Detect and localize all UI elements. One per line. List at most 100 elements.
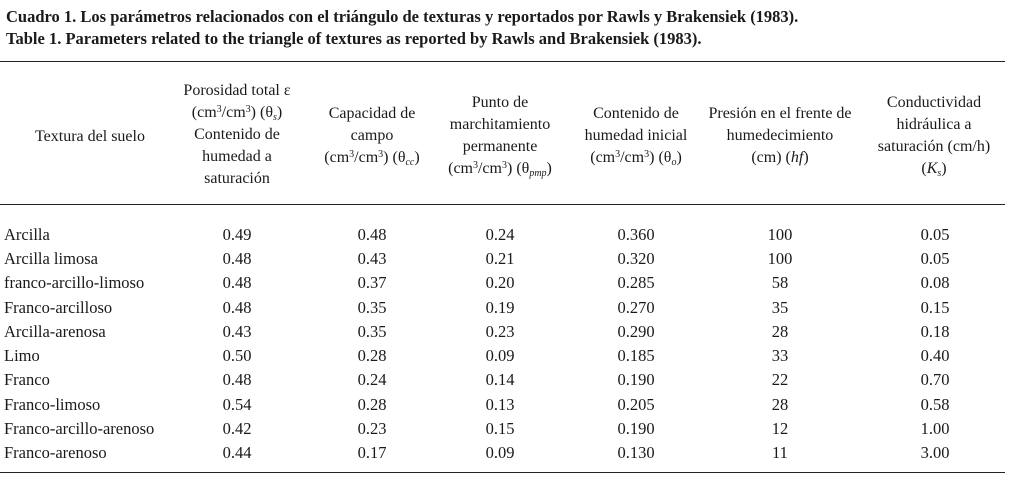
header-texture-label: Textura del suelo [35, 128, 145, 145]
cell-conductivity: 0.40 [920, 346, 950, 365]
header-conductivity-line: Conductividad [886, 94, 982, 111]
header-wilting-point: Punto de marchitamiento permanente (cm3/… [432, 92, 568, 180]
header-field-capacity-line: Capacidad de [328, 105, 416, 122]
cell-porosity: 0.48 [222, 273, 252, 292]
cell-wetting-front: 35 [771, 298, 789, 317]
cell-conductivity: 3.00 [920, 443, 950, 462]
header-wetting-front: Presión en el frente de humedecimiento (… [695, 103, 865, 169]
header-wilting-point-units: (cm3/cm3) (θpmp) [448, 160, 552, 179]
cell-initial-moisture: 0.360 [617, 225, 655, 244]
cell-wilting-point: 0.09 [485, 443, 515, 462]
cell-wetting-front: 100 [767, 225, 793, 244]
cell-wetting-front: 58 [771, 273, 789, 292]
table-row: Franco-limoso 0.54 0.28 0.13 0.205 28 0.… [0, 393, 1005, 417]
table-row: Limo 0.50 0.28 0.09 0.185 33 0.40 [0, 344, 1005, 368]
header-porosity-line: saturación [204, 170, 270, 187]
header-conductivity-line: saturación (cm/h) [877, 138, 991, 155]
cell-texture: Franco-arcillo-arenoso [4, 419, 155, 438]
table-row: Arcilla 0.49 0.48 0.24 0.360 100 0.05 [0, 223, 1005, 247]
header-wilting-point-line: Punto de [471, 94, 529, 111]
header-field-capacity-units: (cm3/cm3) (θcc) [324, 149, 420, 168]
cell-texture: franco-arcillo-limoso [4, 273, 145, 292]
cell-initial-moisture: 0.320 [617, 249, 655, 268]
cell-texture: Arcilla-arenosa [4, 322, 106, 341]
cell-initial-moisture: 0.190 [617, 370, 655, 389]
cell-conductivity: 1.00 [920, 419, 950, 438]
cell-initial-moisture: 0.185 [617, 346, 655, 365]
cell-field-capacity: 0.28 [357, 346, 387, 365]
cell-field-capacity: 0.48 [357, 225, 387, 244]
header-porosity-line: Porosidad total ε [183, 82, 291, 99]
cell-field-capacity: 0.23 [357, 419, 387, 438]
cell-wetting-front: 100 [767, 249, 793, 268]
cell-field-capacity: 0.43 [357, 249, 387, 268]
cell-wilting-point: 0.15 [485, 419, 515, 438]
cell-texture: Arcilla [4, 225, 50, 244]
cell-porosity: 0.49 [222, 225, 252, 244]
header-rule [0, 204, 1005, 205]
cell-conductivity: 0.08 [920, 273, 950, 292]
cell-wetting-front: 28 [771, 322, 789, 341]
cell-wilting-point: 0.14 [485, 370, 515, 389]
table-row: Franco 0.48 0.24 0.14 0.190 22 0.70 [0, 368, 1005, 392]
cell-initial-moisture: 0.205 [617, 395, 655, 414]
table-row: Franco-arenoso 0.44 0.17 0.09 0.130 11 3… [0, 441, 1005, 465]
header-field-capacity: Capacidad de campo (cm3/cm3) (θcc) [307, 103, 437, 169]
header-wetting-front-units: (cm) (hf) [751, 149, 809, 166]
cell-texture: Arcilla limosa [4, 249, 98, 268]
cell-wilting-point: 0.09 [485, 346, 515, 365]
cell-texture: Franco-arcilloso [4, 298, 113, 317]
table-row: Arcilla-arenosa 0.43 0.35 0.23 0.290 28 … [0, 320, 1005, 344]
cell-wilting-point: 0.19 [485, 298, 515, 317]
header-porosity-units: (cm3/cm3) (θs) [191, 104, 283, 123]
cell-wilting-point: 0.21 [485, 249, 515, 268]
header-initial-moisture: Contenido de humedad inicial (cm3/cm3) (… [571, 103, 701, 169]
header-wetting-front-line: Presión en el frente de [708, 105, 852, 122]
cell-initial-moisture: 0.130 [617, 443, 655, 462]
header-initial-moisture-line: humedad inicial [584, 127, 688, 144]
header-initial-moisture-line: Contenido de [593, 105, 679, 122]
cell-texture: Limo [4, 346, 40, 365]
header-wilting-point-line: marchitamiento [449, 116, 551, 133]
cell-field-capacity: 0.37 [357, 273, 387, 292]
cell-conductivity: 0.05 [920, 225, 950, 244]
cell-wetting-front: 12 [771, 419, 789, 438]
caption-english: Table 1. Parameters related to the trian… [6, 29, 702, 48]
table-caption: Cuadro 1. Los parámetros relacionados co… [6, 6, 798, 50]
cell-porosity: 0.54 [222, 395, 252, 414]
cell-texture: Franco-arenoso [4, 443, 107, 462]
cell-porosity: 0.48 [222, 370, 252, 389]
cell-conductivity: 0.05 [920, 249, 950, 268]
cell-conductivity: 0.18 [920, 322, 950, 341]
cell-texture: Franco [4, 370, 50, 389]
header-porosity: Porosidad total ε (cm3/cm3) (θs) Conteni… [172, 80, 302, 190]
cell-conductivity: 0.70 [920, 370, 950, 389]
top-rule [0, 61, 1005, 62]
cell-field-capacity: 0.35 [357, 298, 387, 317]
table-row: Franco-arcillo-arenoso 0.42 0.23 0.15 0.… [0, 417, 1005, 441]
table-row: Arcilla limosa 0.48 0.43 0.21 0.320 100 … [0, 247, 1005, 271]
cell-porosity: 0.48 [222, 298, 252, 317]
cell-porosity: 0.42 [222, 419, 252, 438]
cell-porosity: 0.50 [222, 346, 252, 365]
cell-wilting-point: 0.13 [485, 395, 515, 414]
cell-wetting-front: 33 [771, 346, 789, 365]
table-row: Franco-arcilloso 0.48 0.35 0.19 0.270 35… [0, 296, 1005, 320]
header-porosity-line: Contenido de [194, 126, 280, 143]
cell-porosity: 0.43 [222, 322, 252, 341]
cell-porosity: 0.48 [222, 249, 252, 268]
cell-initial-moisture: 0.270 [617, 298, 655, 317]
cell-wetting-front: 28 [771, 395, 789, 414]
header-conductivity-units: (Ks) [921, 160, 947, 179]
cell-wilting-point: 0.24 [485, 225, 515, 244]
header-field-capacity-line: campo [350, 127, 394, 144]
header-porosity-line: humedad a [202, 148, 272, 165]
header-initial-moisture-units: (cm3/cm3) (θo) [590, 149, 682, 168]
header-texture: Textura del suelo [10, 126, 170, 148]
cell-field-capacity: 0.24 [357, 370, 387, 389]
header-conductivity-line: hidráulica a [896, 116, 972, 133]
cell-initial-moisture: 0.190 [617, 419, 655, 438]
cell-texture: Franco-limoso [4, 395, 101, 414]
header-conductivity: Conductividad hidráulica a saturación (c… [862, 92, 1006, 180]
cell-field-capacity: 0.17 [357, 443, 387, 462]
